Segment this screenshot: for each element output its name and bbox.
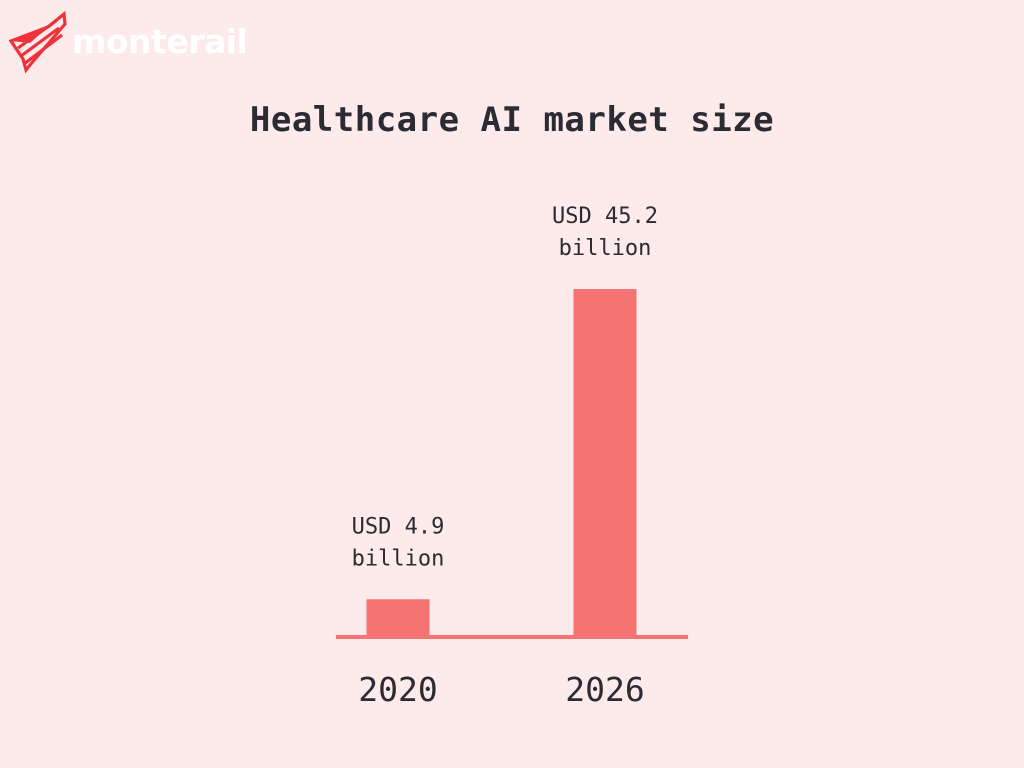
data-label-2020: USD 4.9 billion [352, 514, 445, 571]
chart-title: Healthcare AI market size [249, 100, 775, 140]
bar-2020 [366, 599, 430, 637]
data-label-line: billion [559, 236, 652, 261]
x-tick-label-2020: 2020 [358, 670, 437, 709]
x-tick-label-2026: 2026 [565, 670, 644, 709]
brand-name: monterail [72, 21, 248, 61]
brand-logo: monterail [8, 10, 248, 74]
monterail-wing-icon [8, 10, 67, 74]
data-label-line: billion [352, 546, 445, 571]
data-label-line: USD 45.2 [552, 204, 658, 229]
data-label-2026: USD 45.2 billion [552, 204, 658, 261]
bar-2026 [573, 289, 637, 637]
data-label-line: USD 4.9 [352, 514, 445, 539]
